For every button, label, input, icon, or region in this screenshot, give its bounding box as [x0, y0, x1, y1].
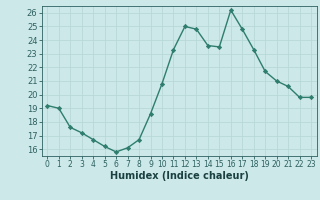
X-axis label: Humidex (Indice chaleur): Humidex (Indice chaleur) [110, 171, 249, 181]
